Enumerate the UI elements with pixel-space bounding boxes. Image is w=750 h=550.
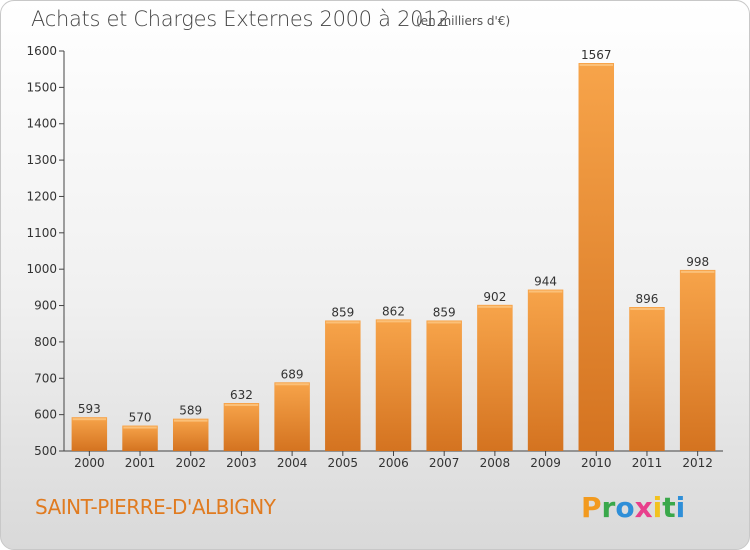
y-tick-label: 600 — [34, 408, 57, 422]
bar — [71, 417, 108, 451]
y-tick-label: 1400 — [26, 117, 57, 131]
bar — [629, 307, 665, 451]
value-label: 593 — [78, 402, 101, 416]
location-label: SAINT-PIERRE-D'ALBIGNY — [35, 495, 276, 519]
y-tick-label: 500 — [34, 444, 57, 458]
value-label: 944 — [534, 275, 557, 289]
proxiti-logo: Proxiti — [581, 491, 686, 524]
bar — [679, 269, 716, 451]
x-tick-label: 2008 — [480, 456, 511, 470]
value-label: 1567 — [581, 48, 612, 62]
x-tick-label: 2003 — [226, 456, 257, 470]
bar — [375, 319, 412, 451]
y-tick-label: 1300 — [26, 153, 57, 167]
y-tick-label: 700 — [34, 371, 57, 385]
x-tick-label: 2002 — [175, 456, 206, 470]
value-label: 998 — [686, 255, 709, 269]
bar-highlight — [173, 419, 208, 422]
bar-highlight — [123, 426, 157, 429]
bar — [122, 425, 158, 451]
value-label: 859 — [331, 305, 354, 319]
bar — [223, 403, 260, 451]
bar-highlight — [680, 270, 715, 273]
value-label: 689 — [281, 367, 304, 381]
bar — [426, 320, 462, 451]
bar-highlight — [427, 321, 461, 324]
x-tick-label: 2010 — [581, 456, 612, 470]
y-tick-label: 1600 — [26, 44, 57, 58]
chart-subtitle: (en milliers d'€) — [416, 14, 511, 28]
bar-highlight — [478, 305, 512, 308]
bar — [274, 382, 310, 451]
value-label: 632 — [230, 388, 253, 402]
bar-highlight — [579, 64, 614, 66]
y-tick-label: 1500 — [26, 80, 57, 94]
bar-highlight — [72, 418, 107, 421]
bar-highlight — [326, 321, 360, 324]
x-tick-label: 2001 — [125, 456, 156, 470]
value-label: 896 — [636, 292, 659, 306]
y-tick-label: 900 — [34, 299, 57, 313]
x-tick-label: 2005 — [328, 456, 359, 470]
value-label: 589 — [179, 404, 202, 418]
x-tick-label: 2011 — [632, 456, 663, 470]
bar-highlight — [528, 290, 563, 293]
value-label: 859 — [433, 305, 456, 319]
x-tick-label: 2004 — [277, 456, 308, 470]
bar — [477, 304, 513, 451]
x-tick-label: 2012 — [682, 456, 713, 470]
bar — [172, 418, 209, 451]
y-tick-label: 1200 — [26, 189, 57, 203]
y-tick-label: 1000 — [26, 262, 57, 276]
x-tick-label: 2000 — [74, 456, 105, 470]
chart-title: Achats et Charges Externes 2000 à 2012 — [31, 7, 450, 31]
bar-highlight — [275, 383, 309, 386]
y-tick-label: 800 — [34, 335, 57, 349]
bar — [578, 63, 615, 451]
value-label: 862 — [382, 304, 405, 318]
x-tick-label: 2009 — [530, 456, 561, 470]
bar — [325, 320, 361, 451]
bar-highlight — [630, 308, 664, 310]
value-label: 902 — [483, 290, 506, 304]
bar — [527, 289, 564, 451]
value-label: 570 — [129, 411, 152, 425]
x-tick-label: 2007 — [429, 456, 460, 470]
bar-highlight — [376, 320, 411, 323]
x-tick-label: 2006 — [378, 456, 409, 470]
bar-highlight — [224, 404, 259, 406]
y-tick-label: 1100 — [26, 226, 57, 240]
